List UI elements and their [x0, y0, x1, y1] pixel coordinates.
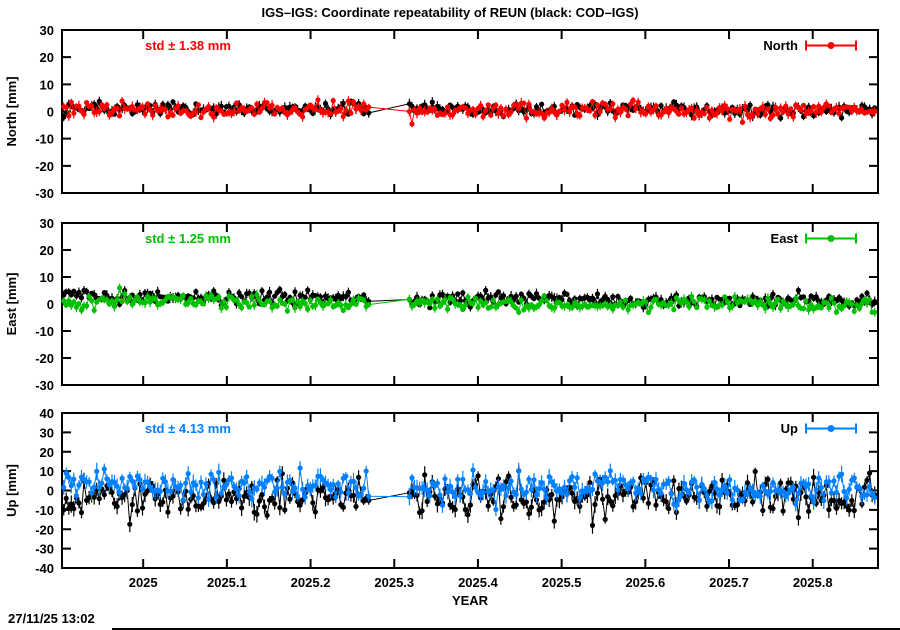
svg-text:2025.4: 2025.4	[458, 575, 499, 590]
svg-text:std ± 4.13 mm: std ± 4.13 mm	[145, 421, 231, 436]
footer-rule	[112, 628, 900, 630]
svg-text:10: 10	[40, 77, 54, 92]
svg-text:YEAR: YEAR	[452, 593, 489, 608]
svg-text:10: 10	[40, 464, 54, 479]
svg-text:2025.6: 2025.6	[625, 575, 665, 590]
plot-title: IGS–IGS: Coordinate repeatability of REU…	[261, 5, 639, 20]
svg-text:-30: -30	[35, 186, 54, 201]
svg-text:-10: -10	[35, 132, 54, 147]
svg-text:-20: -20	[35, 522, 54, 537]
svg-text:20: 20	[40, 50, 54, 65]
svg-text:-10: -10	[35, 324, 54, 339]
svg-text:30: 30	[40, 23, 54, 38]
svg-text:Up [mm]: Up [mm]	[4, 464, 19, 517]
svg-text:0: 0	[47, 105, 54, 120]
svg-text:2025.5: 2025.5	[542, 575, 582, 590]
svg-text:-10: -10	[35, 503, 54, 518]
svg-text:North [mm]: North [mm]	[4, 76, 19, 146]
svg-text:2025.3: 2025.3	[374, 575, 414, 590]
svg-text:std ± 1.25 mm: std ± 1.25 mm	[145, 231, 231, 246]
svg-text:0: 0	[47, 297, 54, 312]
svg-text:40: 40	[40, 406, 54, 421]
svg-text:2025.2: 2025.2	[291, 575, 331, 590]
svg-text:East [mm]: East [mm]	[4, 273, 19, 336]
svg-text:std ± 1.38 mm: std ± 1.38 mm	[145, 38, 231, 53]
svg-text:2025.8: 2025.8	[793, 575, 833, 590]
svg-text:Up: Up	[781, 421, 798, 436]
svg-text:-20: -20	[35, 159, 54, 174]
svg-text:2025.1: 2025.1	[207, 575, 247, 590]
svg-text:20: 20	[40, 243, 54, 258]
svg-text:2025: 2025	[129, 575, 158, 590]
svg-text:-30: -30	[35, 378, 54, 393]
svg-text:10: 10	[40, 270, 54, 285]
svg-text:-20: -20	[35, 351, 54, 366]
svg-text:-30: -30	[35, 542, 54, 557]
svg-text:2025.7: 2025.7	[709, 575, 749, 590]
svg-text:30: 30	[40, 425, 54, 440]
svg-text:0: 0	[47, 484, 54, 499]
svg-text:30: 30	[40, 216, 54, 231]
timestamp: 27/11/25 13:02	[8, 611, 95, 626]
svg-text:North: North	[763, 38, 798, 53]
svg-text:-40: -40	[35, 561, 54, 576]
svg-text:East: East	[771, 231, 799, 246]
svg-text:20: 20	[40, 445, 54, 460]
